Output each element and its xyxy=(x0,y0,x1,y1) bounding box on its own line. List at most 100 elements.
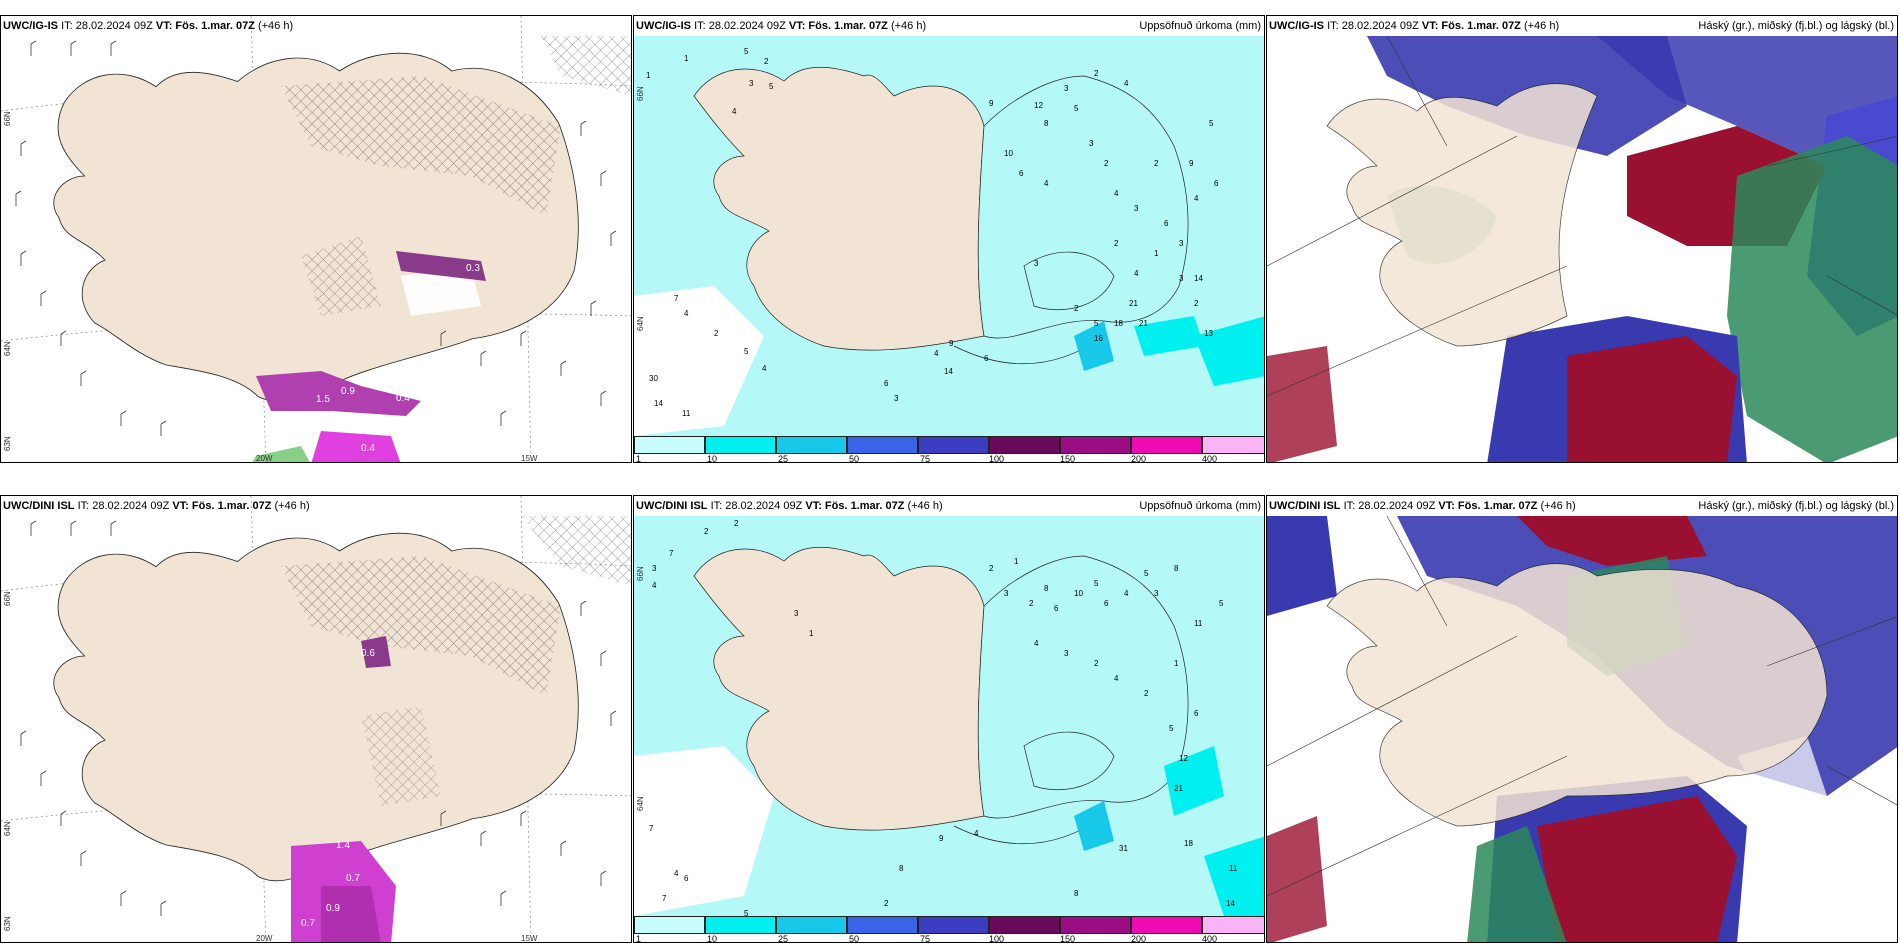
svg-text:8: 8 xyxy=(1074,889,1079,898)
value-label: 0.4 xyxy=(396,393,410,404)
colorbar-segment xyxy=(1202,436,1264,454)
panel-title: UWC/DINI ISL IT: 28.02.2024 09Z VT: Fös.… xyxy=(1269,500,1576,512)
colorbar-segment xyxy=(705,916,776,934)
colorbar-segment xyxy=(776,916,847,934)
panel-title: UWC/IG-IS IT: 28.02.2024 09Z VT: Fös. 1.… xyxy=(636,20,927,32)
svg-text:5: 5 xyxy=(744,909,749,918)
colorbar-label: 25 xyxy=(778,454,789,463)
svg-text:5: 5 xyxy=(1094,319,1099,328)
svg-text:4: 4 xyxy=(674,869,679,878)
svg-text:11: 11 xyxy=(1229,864,1238,873)
colorbar-label: 75 xyxy=(920,454,931,463)
svg-text:6: 6 xyxy=(1054,604,1059,613)
svg-text:5: 5 xyxy=(1094,579,1099,588)
svg-text:7: 7 xyxy=(649,824,654,833)
svg-text:5: 5 xyxy=(1209,119,1214,128)
svg-text:4: 4 xyxy=(1044,179,1049,188)
colorbar-segment xyxy=(1060,436,1131,454)
svg-text:4: 4 xyxy=(1124,79,1129,88)
svg-text:13: 13 xyxy=(1204,329,1213,338)
colorbar-segment xyxy=(1202,916,1264,934)
svg-text:3: 3 xyxy=(1154,589,1159,598)
colorbar-label: 1 xyxy=(636,454,642,463)
svg-text:5: 5 xyxy=(769,82,774,91)
svg-text:12: 12 xyxy=(1179,754,1188,763)
svg-text:9: 9 xyxy=(949,339,954,348)
lat-label: 66N xyxy=(3,591,12,606)
colorbar-label: 50 xyxy=(849,934,860,943)
svg-text:1: 1 xyxy=(1014,557,1019,566)
svg-text:7: 7 xyxy=(674,294,679,303)
colorbar-label: 200 xyxy=(1131,454,1147,463)
svg-text:3: 3 xyxy=(894,394,899,403)
colorbar-label: 50 xyxy=(849,454,860,463)
svg-text:6: 6 xyxy=(1019,169,1024,178)
svg-text:6: 6 xyxy=(1164,219,1169,228)
svg-text:3: 3 xyxy=(1034,259,1039,268)
colorbar-label: 25 xyxy=(778,934,789,943)
svg-text:3: 3 xyxy=(1004,589,1009,598)
svg-text:6: 6 xyxy=(984,354,989,363)
lat-label: 66N xyxy=(636,566,645,581)
svg-text:14: 14 xyxy=(654,399,663,408)
value-label: 0.7 xyxy=(301,918,315,929)
precip-map: 5 1 2 3 4 5 9 12 8 3 2 4 10 6 4 5 3 2 4 … xyxy=(634,16,1264,462)
colorbar-label: 10 xyxy=(707,454,718,463)
svg-text:4: 4 xyxy=(652,581,657,590)
lon-label: 20W xyxy=(256,934,273,943)
svg-text:21: 21 xyxy=(1129,299,1138,308)
panel-subtitle: Háský (gr.), miðský (fj.bl.) og lágský (… xyxy=(1698,20,1894,32)
value-label: 0.6 xyxy=(361,648,375,659)
colorbar-segment xyxy=(918,916,989,934)
svg-text:1: 1 xyxy=(646,71,651,80)
svg-text:3: 3 xyxy=(1089,139,1094,148)
colorbar-segment xyxy=(1131,436,1202,454)
panel-top-mid: 5 1 2 3 4 5 9 12 8 3 2 4 10 6 4 5 3 2 4 … xyxy=(633,15,1265,463)
svg-text:2: 2 xyxy=(1114,239,1119,248)
colorbar-label: 75 xyxy=(920,934,931,943)
colorbar-segment xyxy=(634,916,705,934)
svg-text:11: 11 xyxy=(1194,619,1203,628)
colorbar-segment xyxy=(989,436,1060,454)
colorbar-label: 100 xyxy=(989,934,1005,943)
colorbar-label: 200 xyxy=(1131,934,1147,943)
svg-text:8: 8 xyxy=(1044,119,1049,128)
svg-text:2: 2 xyxy=(1104,159,1109,168)
value-label: 0.9 xyxy=(341,386,355,397)
svg-text:3: 3 xyxy=(794,609,799,618)
colorbar: 1 10 25 50 75 100 150 200 400 xyxy=(634,432,1264,463)
lat-label: 66N xyxy=(3,111,12,126)
colorbar-segment xyxy=(776,436,847,454)
panel-title: UWC/IG-IS IT: 28.02.2024 09Z VT: Fös. 1.… xyxy=(3,20,294,32)
colorbar-segment xyxy=(1060,916,1131,934)
colorbar-label: 10 xyxy=(707,934,718,943)
cloud-map xyxy=(1267,496,1897,942)
colorbar-label: 400 xyxy=(1202,454,1218,463)
panel-top-left: 0.3 0.9 0.4 1.5 0.4 UWC/IG-IS IT: 28.02.… xyxy=(0,15,632,463)
panel-bottom-mid: 2 2 7 3 4 1 2 3 2 8 6 10 5 6 4 5 3 8 11 … xyxy=(633,495,1265,943)
svg-text:2: 2 xyxy=(1154,159,1159,168)
value-label: 1.4 xyxy=(336,840,350,851)
svg-text:14: 14 xyxy=(1194,274,1203,283)
lat-label: 66N xyxy=(636,86,645,101)
svg-text:4: 4 xyxy=(684,309,689,318)
svg-text:1: 1 xyxy=(1174,659,1179,668)
colorbar-segment xyxy=(847,916,918,934)
svg-text:2: 2 xyxy=(704,527,709,536)
svg-text:4: 4 xyxy=(974,829,979,838)
svg-text:7: 7 xyxy=(662,894,667,903)
svg-text:2: 2 xyxy=(1094,659,1099,668)
svg-text:5: 5 xyxy=(1169,724,1174,733)
svg-text:4: 4 xyxy=(1134,269,1139,278)
svg-text:6: 6 xyxy=(684,874,689,883)
lat-label: 64N xyxy=(3,341,12,356)
panel-bottom-left: 0.6 0.7 0.9 0.7 1.4 UWC/DINI ISL IT: 28.… xyxy=(0,495,632,943)
svg-text:6: 6 xyxy=(1214,179,1219,188)
lon-label: 15W xyxy=(521,934,538,943)
svg-text:14: 14 xyxy=(944,367,953,376)
svg-text:3: 3 xyxy=(1064,84,1069,93)
svg-text:1: 1 xyxy=(684,54,689,63)
svg-text:4: 4 xyxy=(1114,674,1119,683)
panel-title: UWC/DINI ISL IT: 28.02.2024 09Z VT: Fös.… xyxy=(636,500,943,512)
svg-text:4: 4 xyxy=(732,107,737,116)
